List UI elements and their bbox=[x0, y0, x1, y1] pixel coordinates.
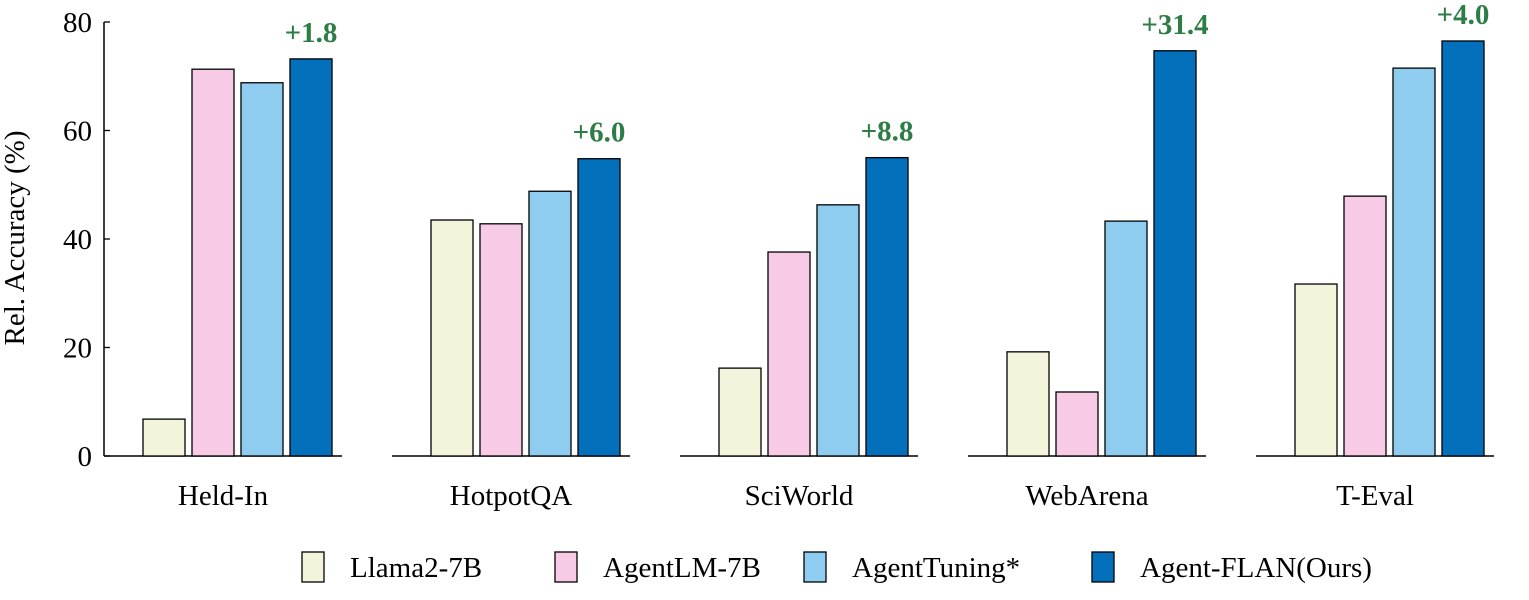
legend-swatch bbox=[301, 551, 325, 583]
bar-agent-flan-ours- bbox=[289, 58, 333, 457]
bar-agentlm-7b bbox=[1055, 391, 1099, 457]
bar-llama2-7b bbox=[430, 219, 474, 457]
y-tick-label: 40 bbox=[63, 224, 92, 256]
bar-llama2-7b bbox=[1294, 283, 1338, 457]
bar-group-t-eval: +4.0 T-Eval bbox=[1256, 0, 1494, 512]
bar-agent-flan-ours- bbox=[865, 156, 909, 457]
y-tick-label: 20 bbox=[63, 333, 92, 365]
legend-item-agenttuning-: AgentTuning* bbox=[803, 551, 1020, 584]
legend-label: Agent-FLAN(Ours) bbox=[1140, 552, 1372, 584]
bar-agent-flan-ours- bbox=[1441, 40, 1485, 457]
legend-swatch bbox=[1091, 551, 1115, 583]
bar-agenttuning- bbox=[528, 190, 572, 457]
bar-agenttuning- bbox=[1104, 220, 1148, 457]
y-tick-label: 80 bbox=[63, 7, 92, 39]
bar-group-sciworld: +8.8 SciWorld bbox=[680, 116, 918, 512]
x-tick-label: SciWorld bbox=[745, 480, 854, 512]
bar-agentlm-7b bbox=[479, 223, 523, 457]
legend-item-agent-flan-ours-: Agent-FLAN(Ours) bbox=[1091, 551, 1372, 584]
delta-annotation: +4.0 bbox=[1437, 0, 1490, 31]
y-axis-label: Rel. Accuracy (%) bbox=[0, 131, 31, 346]
bar-agentlm-7b bbox=[1343, 195, 1387, 457]
bar-agent-flan-ours- bbox=[577, 158, 621, 457]
x-tick-label: T-Eval bbox=[1336, 480, 1414, 512]
legend: Llama2-7B AgentLM-7B AgentTuning* Agent-FLA… bbox=[301, 551, 1372, 584]
bar-agentlm-7b bbox=[767, 251, 811, 457]
bar-agenttuning- bbox=[1392, 67, 1436, 457]
x-tick-label: WebArena bbox=[1025, 480, 1148, 512]
delta-annotation: +6.0 bbox=[573, 117, 626, 149]
y-axis: 0 20 40 60 80 bbox=[63, 7, 110, 473]
bar-agent-flan-ours- bbox=[1153, 50, 1197, 457]
bar-agentlm-7b bbox=[191, 68, 235, 457]
delta-annotation: +8.8 bbox=[861, 116, 914, 148]
bar-llama2-7b bbox=[718, 367, 762, 457]
legend-item-agentlm-7b: AgentLM-7B bbox=[554, 551, 761, 584]
bar-agenttuning- bbox=[240, 82, 284, 457]
legend-label: AgentTuning* bbox=[852, 552, 1020, 584]
bar-group-held-in: +1.8 Held-In bbox=[104, 17, 342, 512]
bar-llama2-7b bbox=[1006, 351, 1050, 457]
legend-label: Llama2-7B bbox=[350, 552, 482, 584]
legend-item-llama2-7b: Llama2-7B bbox=[301, 551, 482, 584]
delta-annotation: +1.8 bbox=[285, 17, 338, 49]
bar-group-webarena: +31.4 WebArena bbox=[968, 9, 1209, 512]
delta-annotation: +31.4 bbox=[1141, 9, 1208, 41]
x-tick-label: Held-In bbox=[178, 480, 269, 512]
legend-swatch bbox=[554, 551, 578, 583]
y-tick-label: 0 bbox=[78, 441, 93, 473]
legend-swatch bbox=[803, 551, 827, 583]
bar-groups: +1.8 Held-In +6.0 HotpotQA +8.8 SciWorld +31.4… bbox=[104, 0, 1494, 512]
x-tick-label: HotpotQA bbox=[450, 480, 573, 512]
bar-agenttuning- bbox=[816, 204, 860, 457]
bar-llama2-7b bbox=[142, 418, 186, 457]
bar-group-hotpotqa: +6.0 HotpotQA bbox=[392, 117, 630, 512]
y-tick-label: 60 bbox=[63, 116, 92, 148]
legend-label: AgentLM-7B bbox=[603, 552, 761, 584]
